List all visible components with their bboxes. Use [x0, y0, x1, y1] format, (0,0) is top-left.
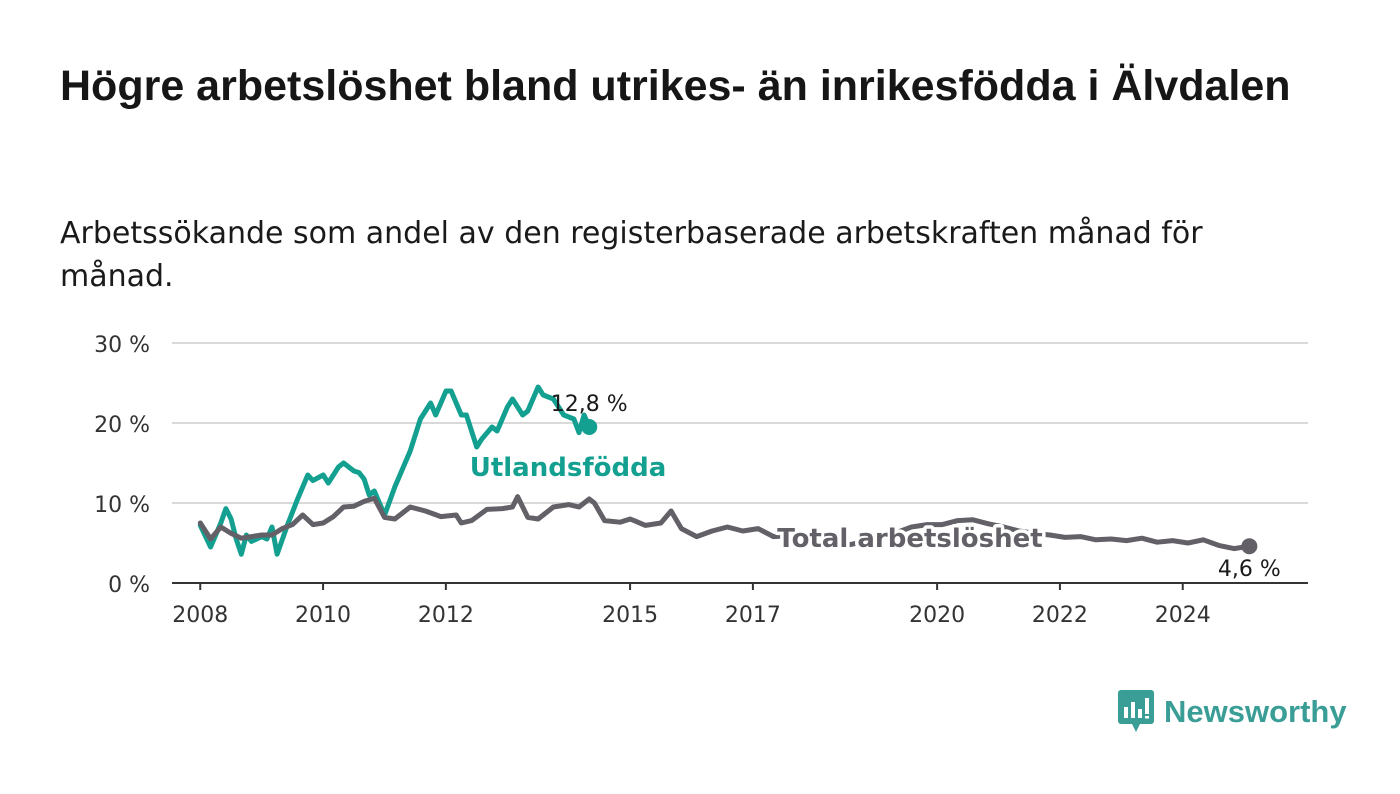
- chart-subtitle: Arbetssökande som andel av den registerb…: [60, 216, 1203, 294]
- y-tick-label: 10 %: [94, 493, 150, 518]
- x-tick-label: 2024: [1155, 603, 1211, 628]
- x-tick-label: 2008: [172, 603, 228, 628]
- newsworthy-logo-icon: [1118, 690, 1154, 732]
- series-name-total: Total arbetslöshet: [777, 524, 1042, 554]
- x-tick-label: 2012: [418, 603, 474, 628]
- end-label-utlandsfodda: 12,8 %: [551, 392, 628, 417]
- series-name-utlandsfodda: Utlandsfödda: [470, 453, 667, 483]
- x-tick-label: 2017: [725, 603, 781, 628]
- end-label-total: 4,6 %: [1218, 557, 1281, 582]
- newsworthy-logo: Newsworthy: [1118, 690, 1347, 734]
- x-tick-label: 2022: [1032, 603, 1088, 628]
- x-tick-label: 2010: [295, 603, 351, 628]
- y-tick-label: 20 %: [94, 413, 150, 438]
- y-tick-label: 0 %: [108, 573, 150, 598]
- x-tick-label: 2015: [602, 603, 658, 628]
- y-tick-label: 30 %: [94, 333, 150, 358]
- newsworthy-logo-text: Newsworthy: [1164, 694, 1347, 729]
- end-point-utlandsfodda: [581, 419, 598, 435]
- x-tick-label: 2020: [909, 603, 965, 628]
- chart-title: Högre arbetslöshet bland utrikes- än inr…: [60, 62, 1291, 110]
- end-point-total: [1241, 538, 1258, 555]
- series-line-total: [197, 494, 1252, 552]
